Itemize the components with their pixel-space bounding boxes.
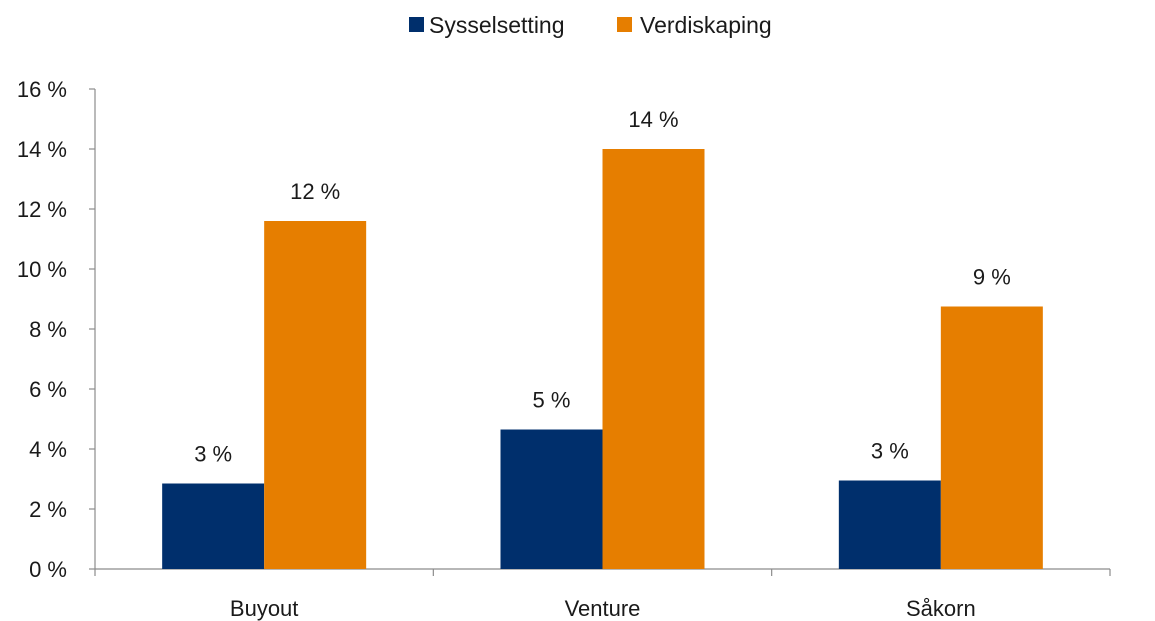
x-tick-label-buyout: Buyout (230, 596, 299, 621)
y-tick-label: 2 % (29, 497, 67, 522)
bar-sysselsetting-venture (500, 429, 603, 569)
legend-swatch-sysselsetting (409, 17, 424, 32)
y-tick-label: 4 % (29, 437, 67, 462)
data-label-sysselsetting-venture: 5 % (533, 388, 571, 413)
legend: Sysselsetting Verdiskaping (409, 12, 772, 38)
y-tick-label: 10 % (17, 257, 67, 282)
x-axis: Buyout Venture Såkorn (94, 568, 1111, 621)
data-label-sysselsetting-sakorn: 3 % (871, 439, 909, 464)
bars (162, 149, 1043, 569)
data-label-verdiskaping-venture: 14 % (628, 107, 678, 132)
y-tick-label: 8 % (29, 317, 67, 342)
legend-swatch-verdiskaping (617, 17, 632, 32)
data-label-verdiskaping-sakorn: 9 % (973, 265, 1011, 290)
bar-sysselsetting-sakorn (838, 480, 941, 569)
y-tick-label: 16 % (17, 77, 67, 102)
bar-verdiskaping-venture (602, 149, 705, 569)
y-tick-label: 12 % (17, 197, 67, 222)
x-tick-label-sakorn: Såkorn (906, 596, 976, 621)
bar-verdiskaping-sakorn (940, 306, 1043, 569)
legend-label-verdiskaping: Verdiskaping (640, 12, 772, 38)
legend-label-sysselsetting: Sysselsetting (429, 12, 565, 38)
bar-verdiskaping-buyout (264, 221, 367, 569)
bar-sysselsetting-buyout (162, 483, 265, 569)
y-tick-label: 14 % (17, 137, 67, 162)
data-label-sysselsetting-buyout: 3 % (194, 442, 232, 467)
y-axis: 0 % 2 % 4 % 6 % 8 % 10 % 12 % 14 % 16 % (17, 77, 96, 582)
x-tick-label-venture: Venture (565, 596, 641, 621)
y-tick-label: 0 % (29, 557, 67, 582)
data-label-verdiskaping-buyout: 12 % (290, 179, 340, 204)
y-tick-label: 6 % (29, 377, 67, 402)
data-labels: 3 % 12 % 5 % 14 % 3 % 9 % (194, 107, 1011, 467)
